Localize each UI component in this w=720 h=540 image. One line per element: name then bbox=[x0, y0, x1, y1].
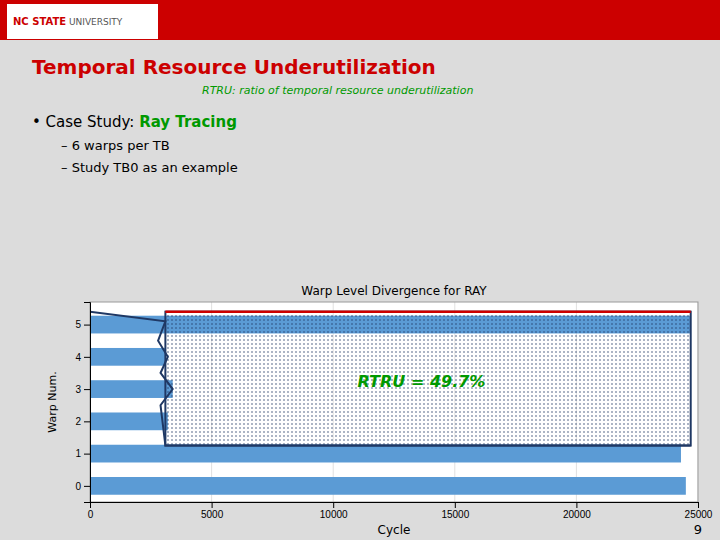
tick-mark bbox=[455, 502, 456, 508]
tick: 3 bbox=[75, 384, 90, 395]
tick-label: 10000 bbox=[320, 509, 348, 520]
tick: 2 bbox=[75, 416, 90, 427]
axis-line bbox=[84, 303, 91, 503]
rtru-top-border bbox=[165, 310, 690, 313]
tick: 25000 bbox=[685, 502, 713, 520]
tick: 1 bbox=[75, 448, 90, 459]
tick-mark bbox=[333, 502, 334, 508]
header-bar bbox=[0, 0, 720, 40]
tick: 0 bbox=[75, 481, 90, 492]
bullet-emphasis: Ray Tracing bbox=[139, 113, 237, 131]
tick-mark bbox=[84, 357, 90, 358]
tick-mark bbox=[212, 502, 213, 508]
dash-item: – Study TB0 as an example bbox=[61, 160, 238, 175]
tick: 0 bbox=[88, 502, 94, 520]
slide-subtitle: RTRU: ratio of temporal resource underut… bbox=[202, 84, 473, 97]
tick-label: 4 bbox=[75, 352, 81, 363]
tick-label: 5 bbox=[75, 319, 81, 330]
x-axis-title: Cycle bbox=[378, 523, 411, 537]
x-axis: 0 5000 10000 15000 20000 25000 bbox=[88, 502, 713, 520]
header-bold: NC STATE bbox=[13, 16, 66, 27]
tick-mark bbox=[698, 502, 699, 508]
divergence-line bbox=[90, 312, 691, 446]
bullet-text: • Case Study: bbox=[32, 113, 139, 131]
tick-mark bbox=[576, 502, 577, 508]
bar bbox=[90, 380, 173, 398]
plot-frame bbox=[90, 302, 698, 502]
plot-background bbox=[90, 302, 698, 502]
tick-mark bbox=[84, 454, 90, 455]
bullet: • Case Study: Ray Tracing bbox=[32, 113, 237, 131]
slide-title: Temporal Resource Underutilization bbox=[32, 55, 436, 79]
dash-item: – 6 warps per TB bbox=[61, 138, 170, 153]
slide-background bbox=[0, 0, 720, 540]
header-text: NC STATE UNIVERSITY bbox=[13, 16, 123, 27]
tick-label: 20000 bbox=[563, 509, 591, 520]
tick-label: 25000 bbox=[685, 509, 713, 520]
tick-mark bbox=[84, 486, 90, 487]
tick: 10000 bbox=[320, 502, 348, 520]
plot-area bbox=[90, 312, 691, 495]
tick: 15000 bbox=[441, 502, 469, 520]
tick-mark bbox=[84, 421, 90, 422]
tick: 5 bbox=[75, 319, 90, 330]
tick-mark bbox=[84, 389, 90, 390]
page-number: 9 bbox=[694, 522, 702, 537]
slide: NC STATE UNIVERSITY Temporal Resource Und… bbox=[0, 0, 720, 540]
tick: 5000 bbox=[201, 502, 224, 520]
tick-label: 3 bbox=[75, 384, 81, 395]
tick-label: 0 bbox=[88, 509, 94, 520]
chart-title: Warp Level Divergence for RAY bbox=[301, 284, 487, 298]
y-axis-title: Warp Num. bbox=[46, 371, 59, 432]
rtru-region bbox=[165, 312, 690, 446]
tick: 20000 bbox=[563, 502, 591, 520]
tick-label: 1 bbox=[75, 448, 81, 459]
header-regular: UNIVERSITY bbox=[66, 17, 123, 27]
tick-label: 2 bbox=[75, 416, 81, 427]
bar bbox=[90, 477, 686, 495]
bar bbox=[90, 412, 168, 430]
annotation: RTRU = 49.7% bbox=[358, 372, 486, 391]
grid bbox=[90, 302, 698, 502]
tick-label: 0 bbox=[75, 481, 81, 492]
chart: RTRU = 49.7% 0 5000 10000 15000 20000 25000 0 1 2… bbox=[46, 284, 713, 537]
tick: 4 bbox=[75, 352, 90, 363]
axis-line bbox=[91, 503, 699, 509]
y-axis: 0 1 2 3 4 5 bbox=[75, 303, 90, 503]
bar bbox=[90, 445, 681, 463]
header-logo-box bbox=[7, 4, 158, 39]
tick-label: 5000 bbox=[201, 509, 224, 520]
bar bbox=[90, 348, 165, 366]
tick-mark bbox=[84, 325, 90, 326]
tick-label: 15000 bbox=[441, 509, 469, 520]
